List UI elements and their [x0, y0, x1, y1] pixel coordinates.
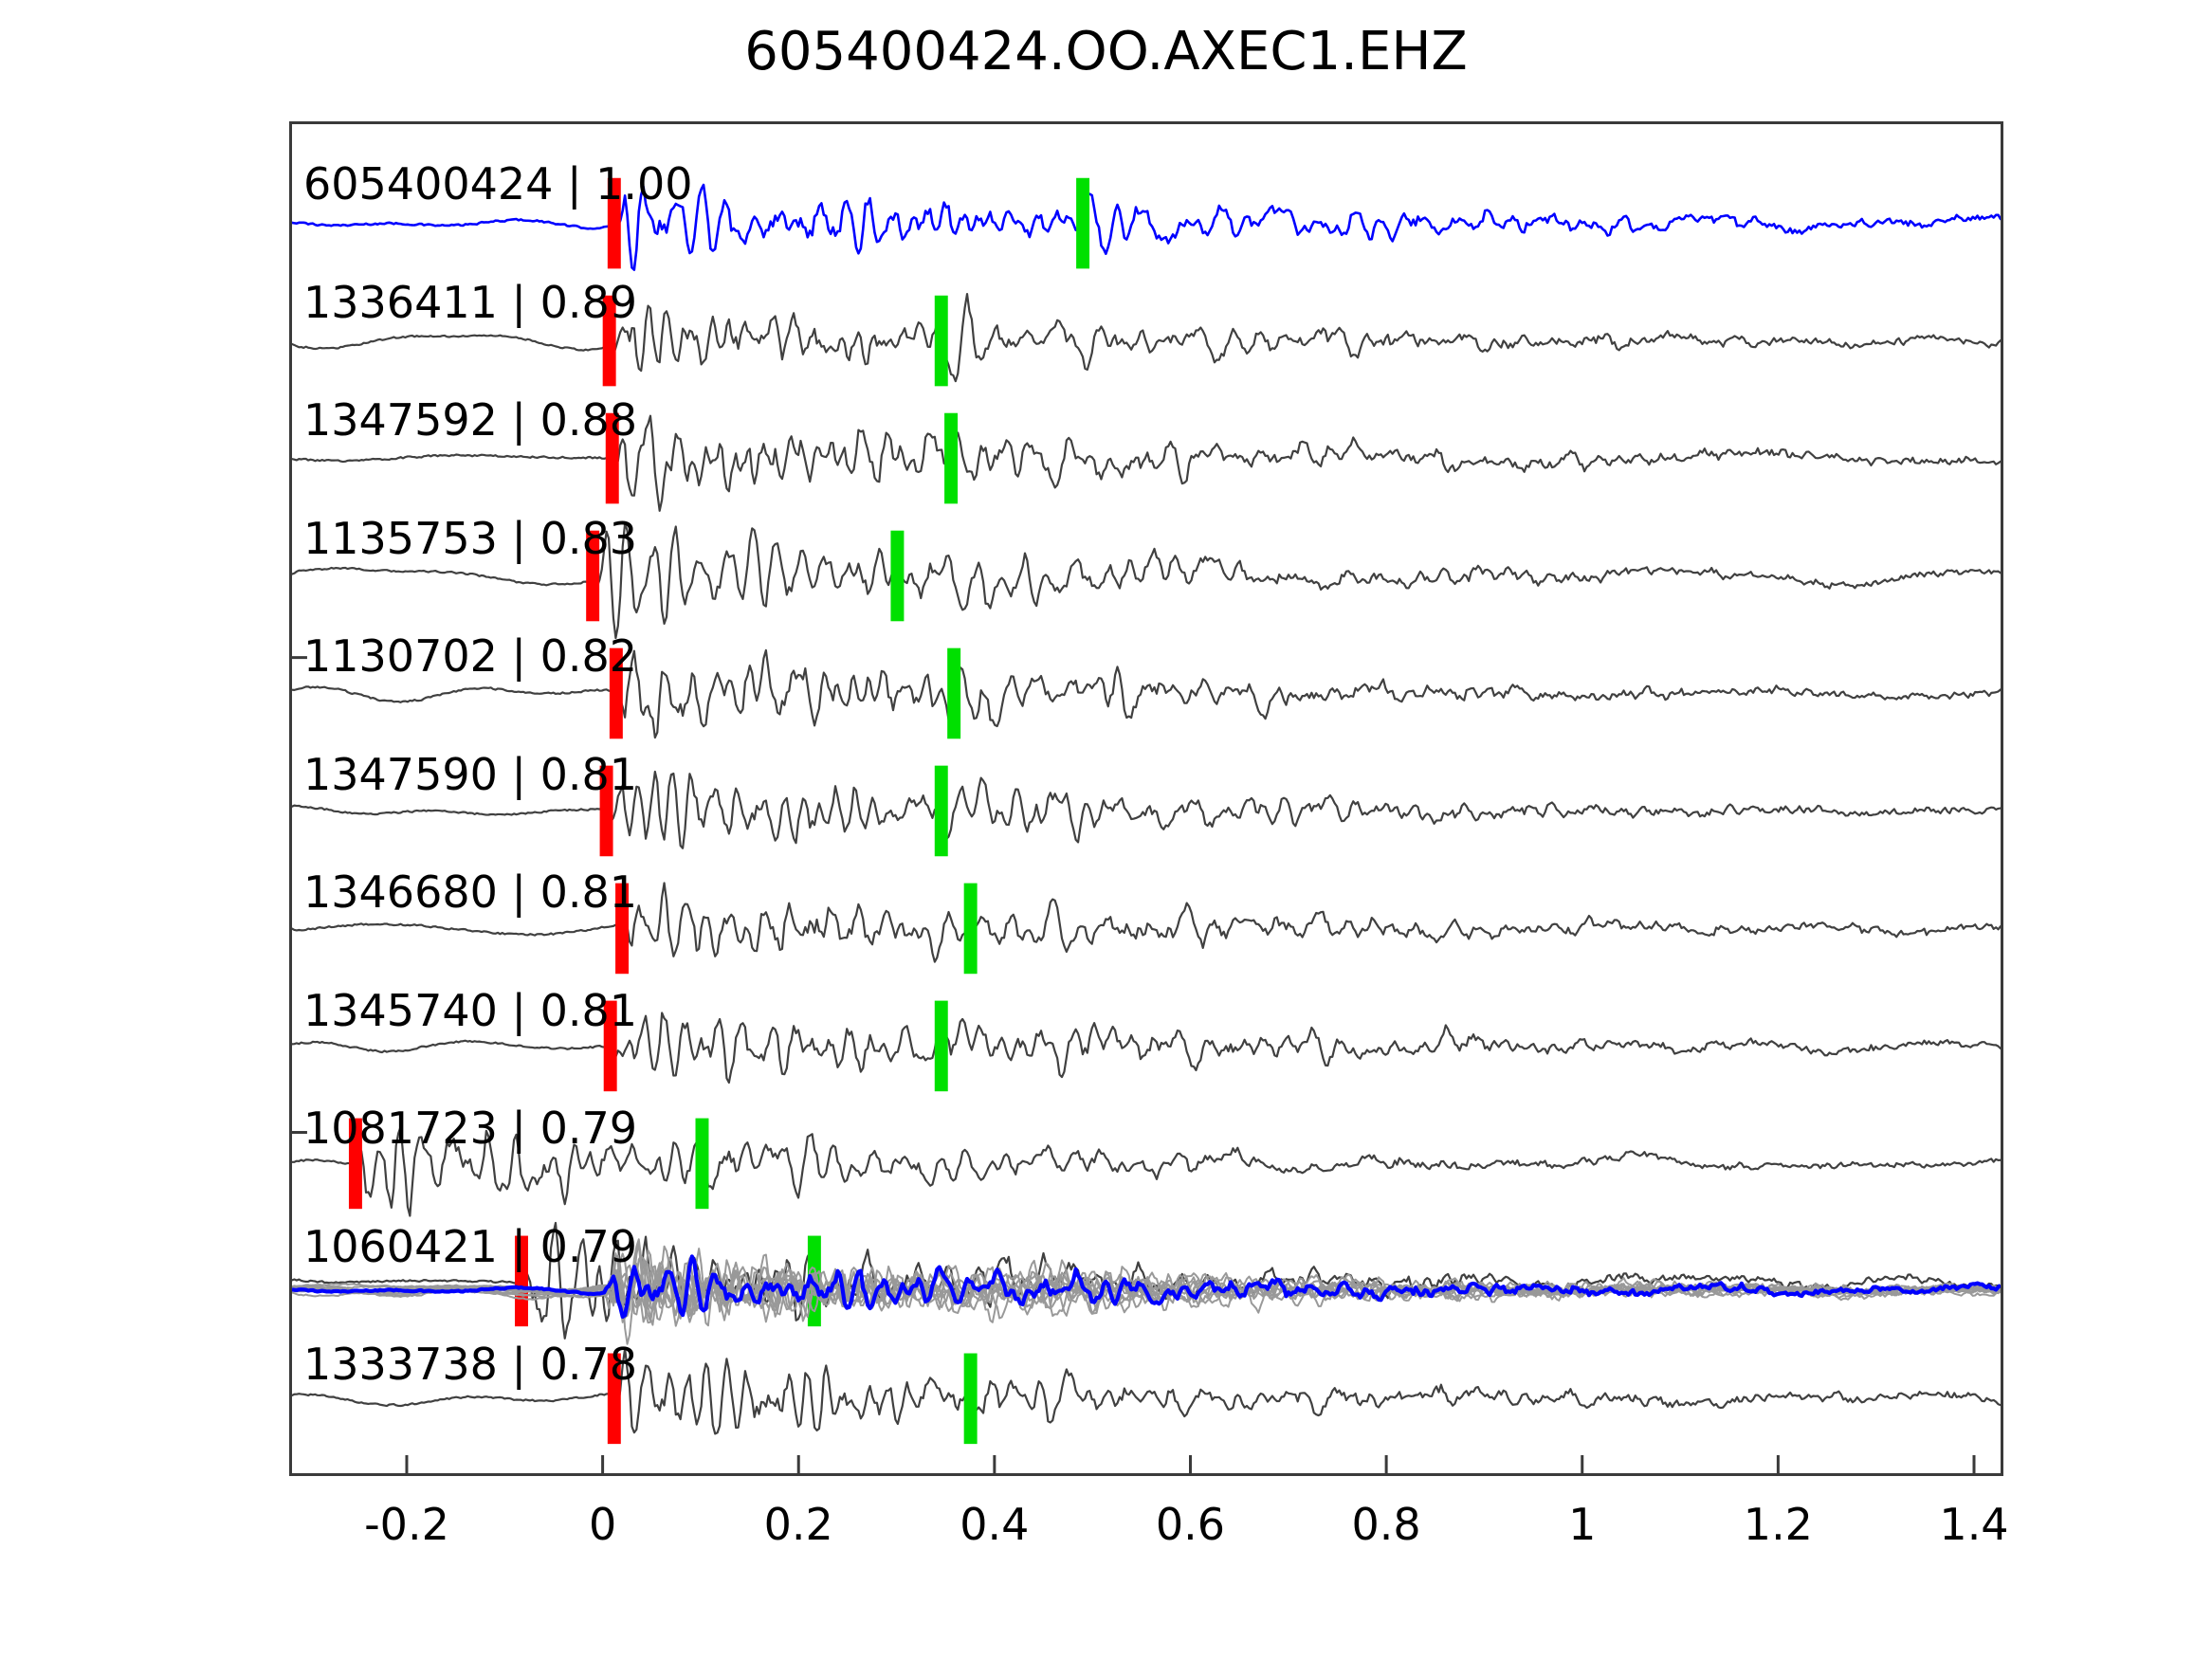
- p-pick-marker: [615, 883, 630, 975]
- s-pick-marker: [890, 530, 905, 622]
- trace-label: 1347590 | 0.81: [303, 748, 638, 800]
- waveform-trace: [292, 412, 2001, 512]
- trace-label: 1135753 | 0.83: [303, 512, 638, 564]
- detection-waveform: [292, 1012, 2001, 1085]
- x-axis-tickmarks: [405, 1455, 1976, 1476]
- waveform-canvas: [292, 177, 2001, 1445]
- s-pick-marker: [1076, 177, 1090, 269]
- s-pick-marker: [695, 1118, 709, 1210]
- p-pick-marker: [515, 1235, 528, 1327]
- waveform-trace: [292, 292, 2001, 387]
- trace-label: 1347592 | 0.88: [303, 394, 638, 446]
- trace-label: 1130702 | 0.82: [303, 630, 638, 682]
- p-pick-marker: [348, 1118, 362, 1210]
- p-pick-marker: [605, 412, 619, 504]
- s-pick-marker: [934, 1000, 948, 1092]
- s-pick-marker: [934, 295, 948, 387]
- template-waveform: [292, 183, 2001, 271]
- trace-label: 1081723 | 0.79: [303, 1103, 638, 1154]
- p-pick-marker: [586, 530, 600, 622]
- detection-waveform: [292, 770, 2001, 849]
- x-tick-label: 0.6: [1155, 1499, 1226, 1550]
- detection-waveform: [292, 522, 2001, 640]
- detection-waveform: [292, 1347, 2001, 1435]
- waveform-trace: [292, 177, 2001, 271]
- x-axis: -0.2 0 0.2 0.4 0.6 0.8 1 1.2 1.4: [0, 1455, 2212, 1590]
- waveform-trace: [292, 1000, 2001, 1092]
- p-pick-marker: [607, 1353, 621, 1445]
- s-pick-marker: [944, 412, 959, 504]
- detection-waveform: [292, 292, 2001, 383]
- p-pick-marker: [603, 1000, 617, 1092]
- waveform-trace: [292, 647, 2001, 739]
- trace-label: 1346680 | 0.81: [303, 866, 638, 918]
- waveform-trace: [292, 522, 2001, 640]
- p-pick-marker: [602, 295, 616, 387]
- waveform-trace: [292, 765, 2001, 857]
- x-tick-label: 1: [1568, 1499, 1597, 1550]
- x-tick-label: -0.2: [364, 1499, 449, 1550]
- plot-area: [289, 121, 2003, 1476]
- aligned-stack-panel: [292, 1238, 2001, 1345]
- p-pick-marker: [607, 177, 621, 269]
- s-pick-marker: [963, 1353, 978, 1445]
- s-pick-marker: [934, 765, 948, 857]
- trace-label: 1333738 | 0.78: [303, 1339, 638, 1390]
- s-pick-marker: [947, 647, 961, 739]
- page-title: 605400424.OO.AXEC1.EHZ: [744, 21, 1468, 82]
- trace-label: 1345740 | 0.81: [303, 984, 638, 1036]
- x-tick-label: 0.4: [960, 1499, 1030, 1550]
- waveform-trace: [292, 1347, 2001, 1445]
- x-tick-label: 0.2: [763, 1499, 833, 1550]
- p-pick-marker: [609, 647, 623, 739]
- x-tick-label: 1.4: [1939, 1499, 2009, 1550]
- detection-waveform: [292, 1125, 2001, 1217]
- x-tick-label: 0: [588, 1499, 617, 1550]
- detection-waveform: [292, 882, 2001, 963]
- detection-waveform: [292, 414, 2001, 512]
- p-pick-marker: [599, 765, 613, 857]
- x-tick-label: 0.8: [1351, 1499, 1421, 1550]
- trace-label: 605400424 | 1.00: [303, 158, 693, 210]
- trace-label: 1336411 | 0.89: [303, 276, 638, 328]
- stack-member-waveform: [292, 1252, 2001, 1327]
- stack-template-waveform: [292, 1254, 2001, 1320]
- waveform-trace: [292, 882, 2001, 975]
- x-tick-label: 1.2: [1743, 1499, 1813, 1550]
- waveform-trace: [292, 1118, 2001, 1217]
- detection-waveform: [292, 648, 2001, 739]
- s-pick-marker: [963, 883, 978, 975]
- trace-label: 1060421 | 0.79: [303, 1220, 638, 1272]
